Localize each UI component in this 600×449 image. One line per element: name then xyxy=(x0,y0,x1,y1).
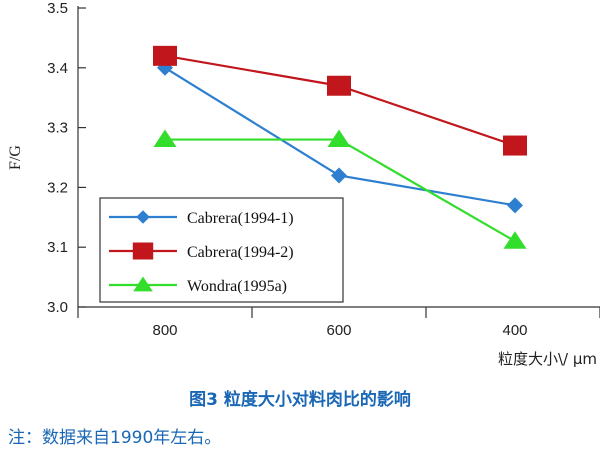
data-point xyxy=(153,45,177,66)
data-point xyxy=(153,129,177,148)
legend-marker xyxy=(136,210,150,224)
y-axis-title: F/G xyxy=(7,145,24,170)
data-point xyxy=(507,197,523,214)
data-point xyxy=(327,129,351,148)
data-point xyxy=(327,75,351,96)
y-tick-label: 3.4 xyxy=(47,60,68,77)
y-tick-label: 3.0 xyxy=(47,299,68,316)
legend-label: Cabrera(1994-2) xyxy=(187,244,294,261)
legend-entry: Cabrera(1994-1) xyxy=(109,210,294,227)
series-layer xyxy=(153,45,527,249)
legend-marker xyxy=(133,276,153,292)
y-tick-label: 3.1 xyxy=(47,239,68,256)
legend: Cabrera(1994-1) Cabrera(1994-2) Wondra(199… xyxy=(99,197,344,303)
data-note: 注：数据来自1990年左右。 xyxy=(8,428,222,448)
series-2 xyxy=(153,45,527,156)
x-tick-label: 400 xyxy=(502,322,527,339)
legend-entry: Cabrera(1994-2) xyxy=(109,242,294,261)
data-point xyxy=(157,59,173,76)
figure-caption: 图3 粒度大小对料肉比的影响 xyxy=(189,390,411,410)
legend-label: Wondra(1995a) xyxy=(187,278,287,295)
chart-axes: 3.0 3.1 3.2 3.3 3.4 3.5 800 600 400 F/G 粒度大小\/ μm xyxy=(7,0,600,368)
x-axis-title: 粒度大小\/ μm xyxy=(498,350,597,368)
legend-label: Cabrera(1994-1) xyxy=(187,210,294,227)
y-tick-label: 3.5 xyxy=(47,0,68,17)
data-point xyxy=(503,231,527,249)
legend-marker xyxy=(132,242,154,260)
y-tick-label: 3.2 xyxy=(47,179,68,196)
series-3 xyxy=(153,129,527,249)
data-point xyxy=(331,167,347,184)
legend-entry: Wondra(1995a) xyxy=(109,276,287,295)
y-tick-label: 3.3 xyxy=(47,120,68,137)
x-tick-label: 600 xyxy=(326,322,351,339)
x-tick-label: 800 xyxy=(152,322,177,339)
series-1 xyxy=(157,59,523,214)
data-point xyxy=(503,135,527,156)
